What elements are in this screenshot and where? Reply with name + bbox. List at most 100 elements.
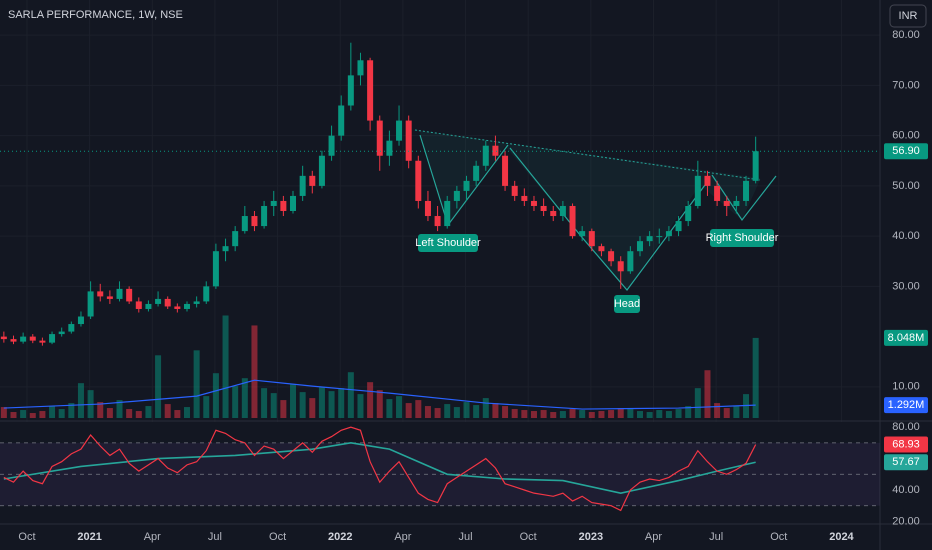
candle-body	[357, 60, 364, 76]
x-tick-label: Oct	[18, 531, 35, 543]
volume-bar	[20, 410, 27, 418]
candle-body	[97, 291, 104, 297]
candle-body	[135, 301, 142, 309]
candle-body	[376, 120, 383, 156]
volume-bar	[318, 387, 325, 418]
candle-body	[10, 339, 17, 342]
annotation: Left Shoulder	[415, 237, 481, 249]
candle-body	[145, 303, 152, 309]
candle-body	[463, 180, 470, 191]
volume-bar	[126, 409, 133, 418]
candle-body	[126, 288, 133, 302]
candle-body	[714, 185, 721, 201]
volume-bar	[482, 398, 489, 418]
volume-bar	[77, 383, 84, 418]
volume-bar	[347, 372, 354, 418]
currency-label[interactable]: INR	[899, 10, 918, 22]
volume-bar	[444, 404, 451, 418]
volume-bar	[280, 400, 287, 418]
volume-bar	[694, 388, 701, 418]
pattern-fill	[415, 130, 760, 290]
volume-bar	[723, 408, 730, 418]
candle-body	[347, 75, 354, 106]
volume-bar	[405, 403, 412, 418]
y-tick-label: 80.00	[892, 421, 920, 433]
currency-button[interactable]	[889, 4, 927, 28]
volume-bar	[222, 315, 229, 418]
rsi-ma-label: 57.67	[892, 456, 920, 468]
x-tick-label: 2023	[579, 531, 603, 543]
volume-bar	[261, 388, 268, 418]
y-tick-label: 40.00	[892, 484, 920, 496]
y-tick-label: 40.00	[892, 230, 920, 242]
candle-body	[87, 291, 94, 317]
candle-body	[685, 205, 692, 222]
volume-bar	[656, 410, 663, 418]
volume-bar	[270, 393, 277, 418]
volume-bar	[511, 409, 518, 418]
volume-ma-label-bg	[884, 397, 928, 414]
candle-body	[415, 160, 422, 201]
candle-body	[540, 205, 547, 212]
volume-bar	[540, 410, 547, 418]
volume-bar	[502, 406, 509, 418]
candle-body	[530, 200, 537, 206]
candle-body	[232, 231, 239, 247]
candle-body	[598, 246, 605, 252]
volume-bar	[232, 386, 239, 418]
volume-bar	[106, 408, 113, 418]
volume-bar	[155, 355, 162, 418]
candle-body	[222, 246, 229, 252]
candle-body	[694, 175, 701, 206]
volume-bar	[309, 398, 316, 418]
candle-body	[656, 236, 663, 238]
volume-bar	[164, 404, 171, 418]
rsi-ma-label-bg	[884, 454, 928, 471]
candle-body	[203, 286, 210, 302]
x-tick-label: Apr	[645, 531, 662, 543]
candle-body	[502, 155, 509, 186]
y-tick-label: 60.00	[892, 130, 920, 142]
volume-bar	[598, 411, 605, 418]
y-tick-label: 50.00	[892, 180, 920, 192]
rsi-pane	[0, 422, 880, 524]
annotation-bg	[418, 234, 478, 252]
volume-bar	[68, 403, 75, 418]
volume-bar	[569, 409, 576, 418]
candle-body	[511, 185, 518, 196]
x-tick-label: 2021	[77, 531, 101, 543]
candle-body	[434, 216, 441, 227]
volume-bar	[39, 411, 46, 418]
x-tick-label: Jul	[459, 531, 473, 543]
candle-body	[212, 251, 219, 287]
volume-bar	[241, 378, 248, 418]
candle-body	[559, 205, 566, 217]
volume-bar	[0, 407, 7, 418]
x-tick-label: Jul	[208, 531, 222, 543]
volume-bar	[665, 411, 672, 418]
volume-bar	[685, 406, 692, 418]
candle-body	[752, 151, 759, 181]
candle-body	[733, 200, 740, 206]
candle-body	[338, 105, 345, 136]
rsi-line	[3, 426, 757, 512]
candle-body	[588, 231, 595, 247]
x-tick-label: Apr	[394, 531, 411, 543]
candle-body	[367, 60, 374, 121]
volume-bar	[338, 388, 345, 418]
candle-body	[637, 241, 643, 252]
candle-body	[39, 340, 46, 343]
volume-bar	[376, 390, 383, 418]
volume-bar	[434, 408, 441, 418]
candle-body	[280, 200, 287, 212]
candle-body	[270, 200, 277, 206]
volume-bar	[135, 411, 142, 418]
y-tick-label: 70.00	[892, 79, 920, 91]
volume-bar	[637, 411, 643, 418]
x-tick-label: Oct	[520, 531, 537, 543]
volume-bar	[752, 337, 759, 418]
volume-bar	[174, 410, 181, 418]
last-price-label: 56.90	[892, 145, 920, 157]
right-shoulder-line	[711, 174, 777, 222]
volume-bar	[49, 406, 56, 418]
